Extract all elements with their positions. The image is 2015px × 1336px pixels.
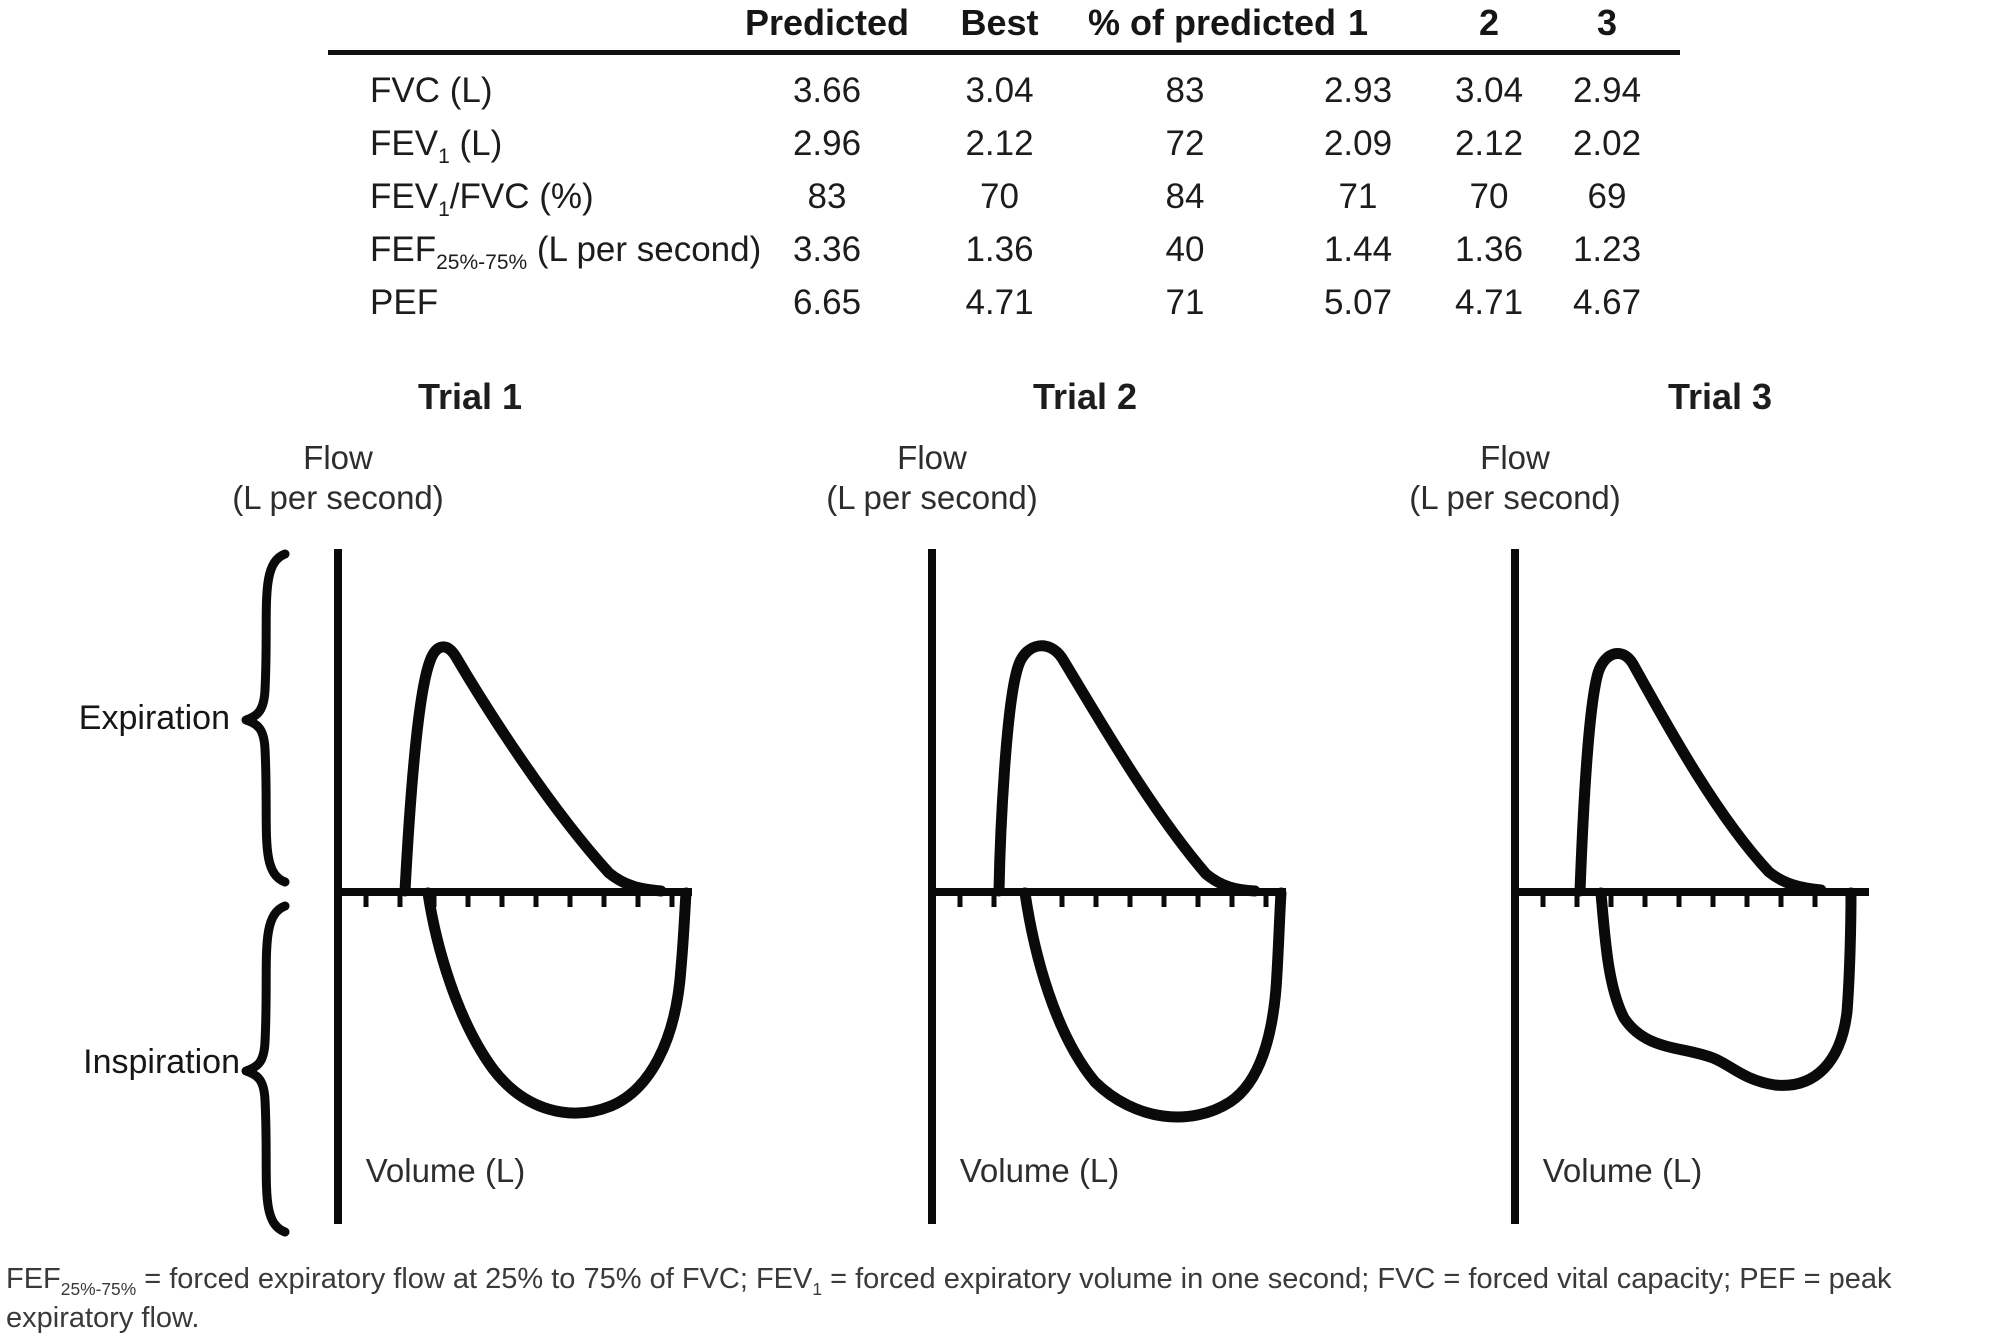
trial-title-2: Trial 2 xyxy=(1032,376,1138,417)
table-row: PEF 6.65 4.71 71 5.07 4.71 4.67 xyxy=(370,276,1670,329)
flow-label-line2: (L per second) xyxy=(826,479,1038,516)
trial-title-3: Trial 3 xyxy=(1667,376,1773,417)
flow-axis-label: Flow (L per second) xyxy=(1355,438,1675,518)
flow-volume-chart: Volume (L) xyxy=(902,540,1462,1240)
flow-volume-chart: Volume (L) xyxy=(1485,540,2015,1240)
table-header-rule xyxy=(328,50,1680,55)
column-header-5: 3 xyxy=(1596,2,1618,43)
column-header-3: 1 xyxy=(1347,2,1369,43)
flow-volume-chart: Volume (L) xyxy=(308,540,868,1240)
table-row: FEV1 (L) 2.96 2.12 72 2.09 2.12 2.02 xyxy=(370,117,1670,170)
expiration-curve xyxy=(399,641,667,897)
row-label: FEV1 (L) xyxy=(370,123,503,168)
table-row: FEF25%-75% (L per second) 3.36 1.36 40 1.44 1… xyxy=(370,223,1670,276)
value-cell-3: 2.93 xyxy=(1323,70,1393,110)
inspiration-curve xyxy=(1595,887,1857,1091)
abbreviations-footnote: FEF25%-75% = forced expiratory flow at 2… xyxy=(6,1263,1892,1334)
row-label: FEV1/FVC (%) xyxy=(370,176,594,221)
expiration-brace xyxy=(241,549,290,887)
row-label: FVC (L) xyxy=(370,70,493,110)
value-cell-5: 2.02 xyxy=(1572,123,1642,163)
value-cell-0: 3.36 xyxy=(792,229,862,269)
value-cell-2: 84 xyxy=(1165,176,1205,216)
value-cell-3: 71 xyxy=(1338,176,1378,216)
inspiration-curve xyxy=(422,887,692,1119)
flow-label-line2: (L per second) xyxy=(1409,479,1621,516)
flow-volume-plot xyxy=(928,549,1287,1224)
row-label: FEF25%-75% (L per second) xyxy=(370,229,762,274)
value-cell-2: 72 xyxy=(1165,123,1205,163)
value-cell-2: 83 xyxy=(1165,70,1205,110)
flow-axis-label: Flow (L per second) xyxy=(178,438,498,518)
flow-volume-plot xyxy=(334,549,692,1224)
trial-title-1: Trial 1 xyxy=(417,376,523,417)
column-header-4: 2 xyxy=(1478,2,1500,43)
flow-label-line1: Flow xyxy=(897,439,967,476)
row-label: PEF xyxy=(370,282,439,322)
table-row: FVC (L) 3.66 3.04 83 2.93 3.04 2.94 xyxy=(370,64,1670,117)
volume-axis-label: Volume (L) xyxy=(959,1152,1120,1189)
axis-braces xyxy=(241,549,290,1237)
value-cell-5: 1.23 xyxy=(1572,229,1642,269)
value-cell-1: 1.36 xyxy=(965,229,1034,269)
value-cell-4: 1.36 xyxy=(1454,229,1524,269)
value-cell-2: 71 xyxy=(1165,282,1205,322)
expiration-curve xyxy=(993,640,1261,897)
flow-volume-plot xyxy=(1511,549,1869,1224)
value-cell-4: 70 xyxy=(1469,176,1509,216)
value-cell-4: 4.71 xyxy=(1454,282,1524,322)
flow-label-line2: (L per second) xyxy=(232,479,444,516)
column-header-2: % of predicted xyxy=(1088,2,1337,43)
expiration-label: Expiration xyxy=(78,699,230,737)
value-cell-0: 3.66 xyxy=(792,70,862,110)
spirometry-table-body: FVC (L) 3.66 3.04 83 2.93 3.04 2.94 FEV1 (L) 2.9… xyxy=(370,64,1670,329)
expiration-curve xyxy=(1574,648,1827,897)
flow-label-line1: Flow xyxy=(1480,439,1550,476)
volume-axis-label: Volume (L) xyxy=(1542,1152,1703,1189)
table-row: FEV1/FVC (%) 83 70 84 71 70 69 xyxy=(370,170,1670,223)
inspiration-curve xyxy=(1019,887,1287,1123)
flow-axis-label: Flow (L per second) xyxy=(772,438,1092,518)
value-cell-0: 6.65 xyxy=(792,282,862,322)
column-header-0: Predicted xyxy=(744,2,910,43)
value-cell-5: 69 xyxy=(1587,176,1627,216)
table-header-row: Predicted Best % of predicted 1 2 3 xyxy=(370,2,1670,43)
inspiration-brace xyxy=(241,901,290,1237)
volume-axis-label: Volume (L) xyxy=(365,1152,526,1189)
value-cell-0: 83 xyxy=(807,176,847,216)
value-cell-3: 5.07 xyxy=(1323,282,1393,322)
value-cell-4: 2.12 xyxy=(1454,123,1524,163)
value-cell-1: 2.12 xyxy=(965,123,1034,163)
value-cell-4: 3.04 xyxy=(1454,70,1524,110)
x-axis-ticks xyxy=(1540,892,1852,907)
value-cell-2: 40 xyxy=(1165,229,1205,269)
value-cell-3: 2.09 xyxy=(1323,123,1393,163)
value-cell-5: 2.94 xyxy=(1572,70,1642,110)
value-cell-1: 70 xyxy=(980,176,1019,216)
value-cell-3: 1.44 xyxy=(1323,229,1393,269)
flow-label-line1: Flow xyxy=(303,439,373,476)
value-cell-0: 2.96 xyxy=(792,123,862,163)
value-cell-1: 3.04 xyxy=(965,70,1034,110)
value-cell-1: 4.71 xyxy=(965,282,1034,322)
value-cell-5: 4.67 xyxy=(1572,282,1642,322)
inspiration-label: Inspiration xyxy=(83,1043,240,1081)
column-header-1: Best xyxy=(960,2,1039,43)
